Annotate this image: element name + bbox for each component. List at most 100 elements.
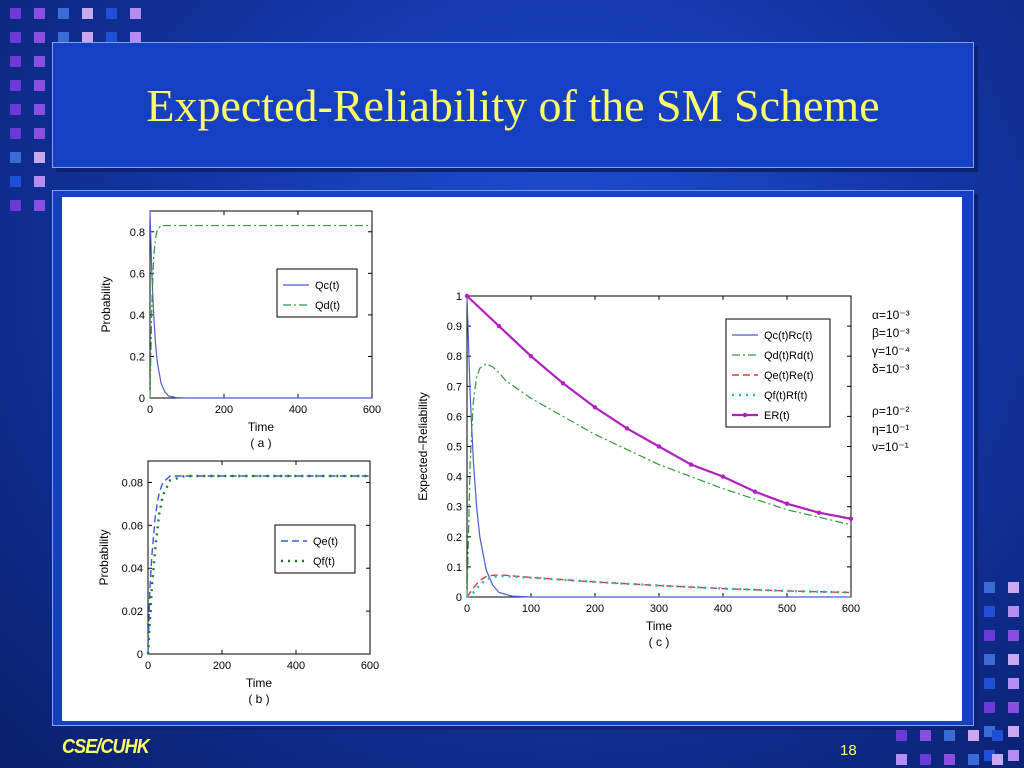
y-tick-label: 0.08 [122,477,143,489]
series-line-2 [146,474,370,655]
decor-square [34,80,45,91]
legend-label: ER(t) [764,410,790,422]
legend-label: Qf(t)Rf(t) [764,390,807,402]
decor-square [1008,750,1019,761]
chart-caption: ( c ) [649,635,670,649]
y-tick-label: 0.8 [447,351,462,363]
decor-square [944,754,955,765]
series-line-1 [149,210,372,399]
y-tick-label: 0.06 [122,520,143,532]
decor-square [984,678,995,689]
decor-square [1008,582,1019,593]
x-tick-label: 400 [714,603,732,615]
decor-square [984,726,995,737]
decor-square [920,754,931,765]
decor-square [984,702,995,713]
decor-square [10,56,21,67]
decor-square [1008,702,1019,713]
x-tick-label: 200 [586,603,604,615]
y-tick-label: 0.5 [447,442,462,454]
parameter-annotation: γ=10⁻⁴ [872,344,910,358]
decor-square [34,32,45,43]
y-tick-label: 0.6 [447,411,462,423]
footer-logo: CSE/CUHK [62,736,150,758]
x-tick-label: 0 [147,404,153,416]
chart-b: 0 200 400 600 0 0.02 0.04 0.06 0.08 Time Probabili… [97,460,379,706]
decor-square [968,730,979,741]
y-tick-label: 0.8 [130,227,145,239]
series-marker [720,474,726,479]
decor-square [10,32,21,43]
legend-label: Qd(t) [315,300,340,312]
decor-square [106,32,117,43]
decor-square [10,104,21,115]
decor-square [10,176,21,187]
x-axis-label: Time [246,676,273,690]
decor-square [1008,678,1019,689]
decor-square [10,8,21,19]
decor-square [130,8,141,19]
decor-square [34,8,45,19]
y-tick-label: 0.2 [130,351,145,363]
y-tick-label: 0.4 [447,472,462,484]
x-tick-label: 400 [287,660,305,672]
decor-square [34,56,45,67]
x-tick-label: 500 [778,603,796,615]
legend-label: Qc(t) [315,280,339,292]
decor-square [1008,630,1019,641]
parameter-annotation: β=10⁻³ [872,326,910,340]
chart-c: 0 100 200 300 400 500 600 0 0.1 0.2 0.3 0.4 0.5 0.6 0.… [416,291,860,649]
slide-title: Expected-Reliability of the SM Scheme [146,79,880,131]
y-tick-label: 0.4 [130,310,145,322]
decor-square [984,606,995,617]
y-tick-label: 0.2 [447,532,462,544]
parameter-annotation: α=10⁻³ [872,308,910,322]
legend-box [276,268,358,318]
chart-caption: ( a ) [250,436,271,450]
x-tick-label: 600 [361,660,379,672]
page-number: 18 [840,742,857,759]
decor-square [10,128,21,139]
decor-square [984,750,995,761]
series-line-2 [466,363,852,598]
title-box: Expected-Reliability of the SM Scheme [52,42,974,168]
series-marker [688,462,694,467]
figure-panel: 0 200 400 600 0 0.2 0.4 0.6 0.8 Time Probability ( … [62,197,962,721]
decor-square [984,630,995,641]
y-tick-label: 0.7 [447,381,462,393]
decor-square [896,754,907,765]
series-marker [624,426,630,431]
decor-square [10,80,21,91]
legend-label: Qe(t) [313,536,338,548]
x-tick-label: 100 [522,603,540,615]
decor-square [58,8,69,19]
parameter-annotation: ρ=10⁻² [872,404,910,418]
y-tick-label: 0.9 [447,321,462,333]
series-marker [528,354,534,359]
legend-label: Qc(t)Rc(t) [764,330,812,342]
decor-square [1008,726,1019,737]
x-tick-label: 300 [650,603,668,615]
decor-square [82,8,93,19]
parameter-annotation: ν=10⁻¹ [872,440,909,454]
decor-square [34,104,45,115]
series-line-2 [149,224,372,399]
legend-box [274,524,356,574]
series-marker [752,489,758,494]
legend-label: Qf(t) [313,556,335,568]
y-tick-label: 0.3 [447,502,462,514]
y-tick-label: 0.02 [122,606,143,618]
decor-square [106,8,117,19]
parameter-annotation: η=10⁻¹ [872,422,909,436]
y-axis-label: Probability [97,529,111,585]
decor-square [984,654,995,665]
series-line-1 [147,475,370,655]
y-tick-label: 0.04 [122,563,143,575]
parameter-annotation: δ=10⁻³ [872,362,909,376]
y-axis-label: Probability [99,276,113,332]
decor-square [992,754,1003,765]
decor-square [34,152,45,163]
series-marker [848,516,854,521]
legend-box [725,318,831,428]
series-line-1 [466,295,851,598]
